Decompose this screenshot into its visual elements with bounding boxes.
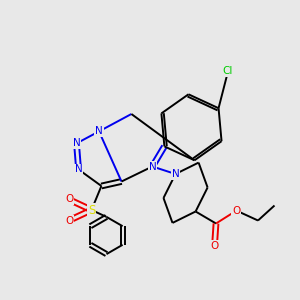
Text: N: N [172, 169, 179, 179]
Text: S: S [88, 203, 95, 217]
Text: N: N [148, 161, 156, 172]
Text: O: O [232, 206, 241, 216]
Text: N: N [73, 138, 80, 148]
Text: O: O [65, 194, 73, 205]
Text: Cl: Cl [223, 66, 233, 76]
Text: N: N [95, 126, 103, 136]
Text: N: N [75, 164, 83, 175]
Text: O: O [210, 241, 219, 251]
Text: O: O [65, 215, 73, 226]
